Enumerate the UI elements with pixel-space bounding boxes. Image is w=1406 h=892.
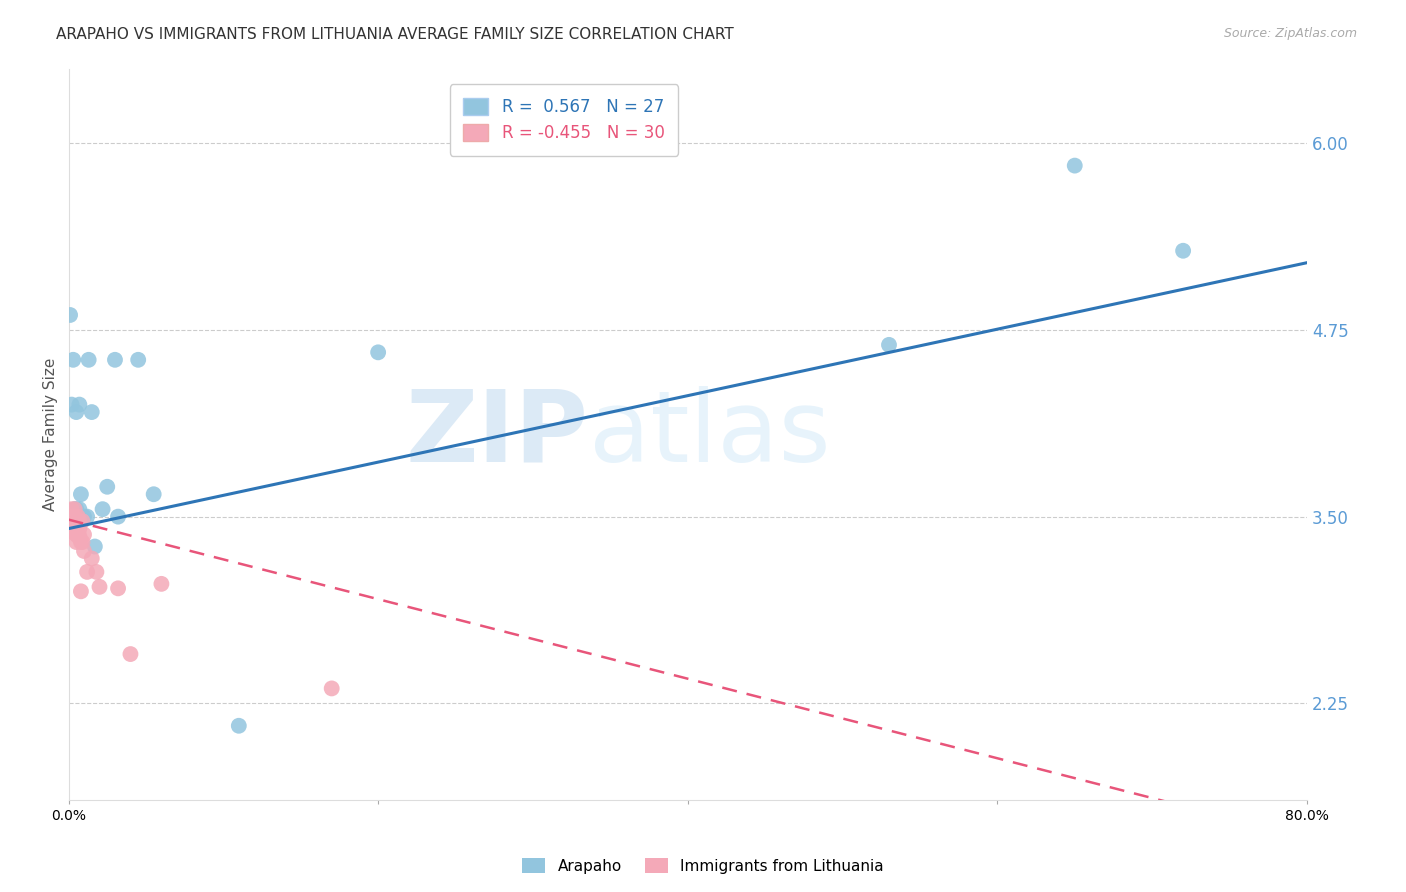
- Point: [67, 502, 90, 516]
- Point: [62, 522, 84, 536]
- Text: ARAPAHO VS IMMIGRANTS FROM LITHUANIA AVERAGE FAMILY SIZE CORRELATION CHART: ARAPAHO VS IMMIGRANTS FROM LITHUANIA AVE…: [56, 27, 734, 42]
- Point: [65, 527, 87, 541]
- Point: [367, 345, 389, 359]
- Point: [62, 509, 84, 524]
- Text: atlas: atlas: [589, 386, 831, 483]
- Point: [73, 527, 96, 541]
- Point: [66, 514, 89, 528]
- Point: [65, 535, 87, 549]
- Point: [63, 502, 86, 516]
- Y-axis label: Average Family Size: Average Family Size: [44, 358, 58, 511]
- Point: [104, 352, 127, 367]
- Point: [80, 551, 103, 566]
- Legend: R =  0.567   N = 27, R = -0.455   N = 30: R = 0.567 N = 27, R = -0.455 N = 30: [450, 84, 678, 155]
- Point: [59, 517, 82, 532]
- Point: [67, 522, 90, 536]
- Point: [80, 405, 103, 419]
- Point: [1063, 159, 1085, 173]
- Point: [91, 502, 114, 516]
- Point: [60, 524, 83, 539]
- Point: [66, 509, 89, 524]
- Point: [72, 535, 94, 549]
- Point: [66, 509, 89, 524]
- Point: [62, 352, 84, 367]
- Point: [63, 513, 86, 527]
- Point: [127, 352, 149, 367]
- Point: [120, 647, 142, 661]
- Point: [142, 487, 165, 501]
- Point: [65, 405, 87, 419]
- Point: [70, 487, 93, 501]
- Point: [73, 544, 96, 558]
- Point: [150, 577, 173, 591]
- Legend: Arapaho, Immigrants from Lithuania: Arapaho, Immigrants from Lithuania: [516, 852, 890, 880]
- Text: Source: ZipAtlas.com: Source: ZipAtlas.com: [1223, 27, 1357, 40]
- Point: [63, 502, 86, 516]
- Point: [67, 398, 90, 412]
- Point: [107, 582, 129, 596]
- Point: [59, 308, 82, 322]
- Point: [86, 565, 108, 579]
- Point: [72, 509, 94, 524]
- Point: [76, 565, 98, 579]
- Point: [72, 514, 94, 528]
- Point: [228, 719, 250, 733]
- Point: [76, 509, 98, 524]
- Point: [60, 398, 83, 412]
- Point: [67, 514, 90, 528]
- Point: [65, 522, 87, 536]
- Point: [70, 535, 93, 549]
- Text: ZIP: ZIP: [406, 386, 589, 483]
- Point: [89, 580, 111, 594]
- Point: [67, 529, 90, 543]
- Point: [66, 529, 89, 543]
- Point: [77, 352, 100, 367]
- Point: [83, 540, 105, 554]
- Point: [107, 509, 129, 524]
- Point: [321, 681, 343, 696]
- Point: [70, 584, 93, 599]
- Point: [96, 480, 118, 494]
- Point: [877, 338, 900, 352]
- Point: [60, 502, 83, 516]
- Point: [65, 502, 87, 516]
- Point: [1171, 244, 1194, 258]
- Point: [73, 509, 96, 524]
